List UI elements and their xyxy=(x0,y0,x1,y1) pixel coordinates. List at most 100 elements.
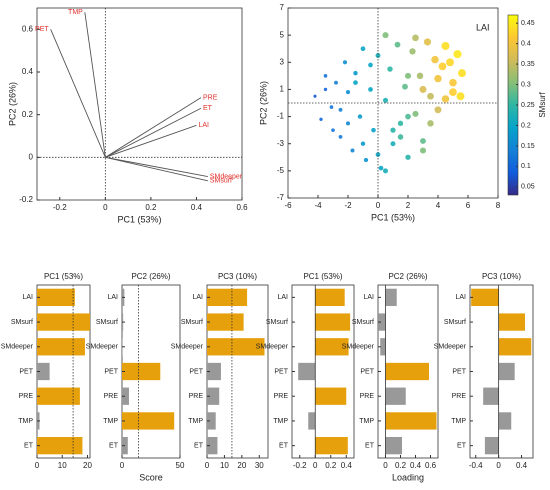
annotation: LAI xyxy=(476,22,490,32)
x-tick-label: 0.2 xyxy=(325,461,337,470)
bar xyxy=(37,362,50,381)
y-tick-label: 5 xyxy=(280,30,285,39)
bar xyxy=(207,436,218,455)
y-tick-label: SMdeeper xyxy=(256,344,289,351)
point xyxy=(420,138,426,144)
x-tick-label: 0 xyxy=(120,461,125,470)
y-tick-label: PET xyxy=(360,368,374,375)
x-tick-label: -4 xyxy=(314,201,322,210)
vector-label: PET xyxy=(35,26,49,33)
x-tick-label: 0 xyxy=(376,201,381,210)
x-axis-label: Loading xyxy=(392,472,424,482)
bar xyxy=(37,338,85,356)
bar xyxy=(37,313,90,331)
y-tick-label: TMP xyxy=(451,418,466,425)
point xyxy=(342,60,348,65)
x-tick-label: 0 xyxy=(103,203,108,212)
point xyxy=(353,80,358,86)
y-tick-label: SMdeeper xyxy=(434,344,467,351)
bar xyxy=(315,288,345,307)
point xyxy=(449,88,457,97)
point xyxy=(334,80,338,85)
colorbar-tick-label: 0.4 xyxy=(521,40,531,47)
y-tick-label: SMdeeper xyxy=(171,344,204,351)
y-tick-label: TMP xyxy=(103,418,118,425)
loading-vector xyxy=(105,124,197,158)
point xyxy=(368,62,373,68)
bar xyxy=(207,313,244,331)
x-axis-label: Score xyxy=(139,472,163,482)
y-tick-label: PRE xyxy=(104,393,119,400)
x-tick-label: 0.6 xyxy=(425,461,437,470)
point xyxy=(405,113,411,120)
bar xyxy=(385,412,437,430)
point xyxy=(405,154,411,160)
loading-vector xyxy=(105,156,208,177)
point xyxy=(338,135,343,139)
vector-label: LAI xyxy=(198,122,209,129)
bar xyxy=(207,387,220,405)
y-tick-label: ET xyxy=(109,442,119,449)
panel-title: PC3 (10%) xyxy=(482,272,521,281)
y-tick-label: 0.6 xyxy=(22,24,34,33)
bar xyxy=(207,288,248,307)
point xyxy=(329,105,334,109)
panel-title: PC1 (53%) xyxy=(303,272,342,281)
y-tick-label: TMP xyxy=(359,418,374,425)
bar xyxy=(315,313,351,331)
x-tick-label: 20 xyxy=(83,461,92,470)
point xyxy=(345,90,351,95)
x-tick-label: 0.6 xyxy=(236,203,248,212)
y-tick-label: LAI xyxy=(455,294,466,301)
x-axis-label: PC1 (53%) xyxy=(117,214,161,224)
y-tick-label: LAI xyxy=(277,294,288,301)
x-tick-label: 0 xyxy=(496,461,501,470)
y-tick-label: LAI xyxy=(363,294,374,301)
bar xyxy=(483,387,499,405)
x-tick-label: 8 xyxy=(496,201,501,210)
y-tick-label: 7 xyxy=(280,3,285,12)
x-tick-label: -0.2 xyxy=(293,461,307,470)
y-tick-label: PET xyxy=(452,368,466,375)
point xyxy=(427,120,434,127)
vector-label: ET xyxy=(203,105,213,112)
y-tick-label: PRE xyxy=(360,393,375,400)
point xyxy=(360,46,366,52)
y-tick-label: SMdeeper xyxy=(1,344,34,351)
colorbar-tick-label: 0.05 xyxy=(521,184,535,191)
y-tick-label: SMsurf xyxy=(11,319,33,326)
point xyxy=(438,62,447,71)
point xyxy=(397,120,404,127)
point xyxy=(331,128,335,132)
x-tick-label: 10 xyxy=(220,461,229,470)
y-tick-label: ET xyxy=(279,442,289,449)
y-tick-label: -0.2 xyxy=(19,195,33,204)
y-axis-label: PC2 (26%) xyxy=(258,81,268,125)
x-tick-label: 50 xyxy=(176,461,185,470)
y-tick-label: SMdeeper xyxy=(86,344,119,351)
y-tick-label: PET xyxy=(19,368,33,375)
point xyxy=(390,127,396,133)
point xyxy=(375,152,381,157)
point xyxy=(404,72,412,79)
point xyxy=(453,50,462,59)
bar xyxy=(315,387,347,405)
y-tick-label: SMsurf xyxy=(444,319,466,326)
bar xyxy=(498,338,532,356)
x-tick-label: 20 xyxy=(237,461,246,470)
point xyxy=(319,117,323,121)
y-tick-label: PRE xyxy=(274,393,289,400)
panel-title: PC3 (10%) xyxy=(218,272,257,281)
x-tick-label: -0.2 xyxy=(53,203,67,212)
bar xyxy=(37,436,83,455)
colorbar-label: SMsurf xyxy=(538,92,547,118)
bar xyxy=(207,412,216,430)
x-axis-label: PC1 (53%) xyxy=(371,212,415,222)
y-tick-label: -1 xyxy=(277,112,285,121)
vector-label: PRE xyxy=(203,94,218,101)
point xyxy=(419,85,427,93)
bar xyxy=(385,362,429,381)
y-tick-label: PET xyxy=(274,368,288,375)
y-tick-label: PET xyxy=(104,368,118,375)
point xyxy=(371,127,376,133)
